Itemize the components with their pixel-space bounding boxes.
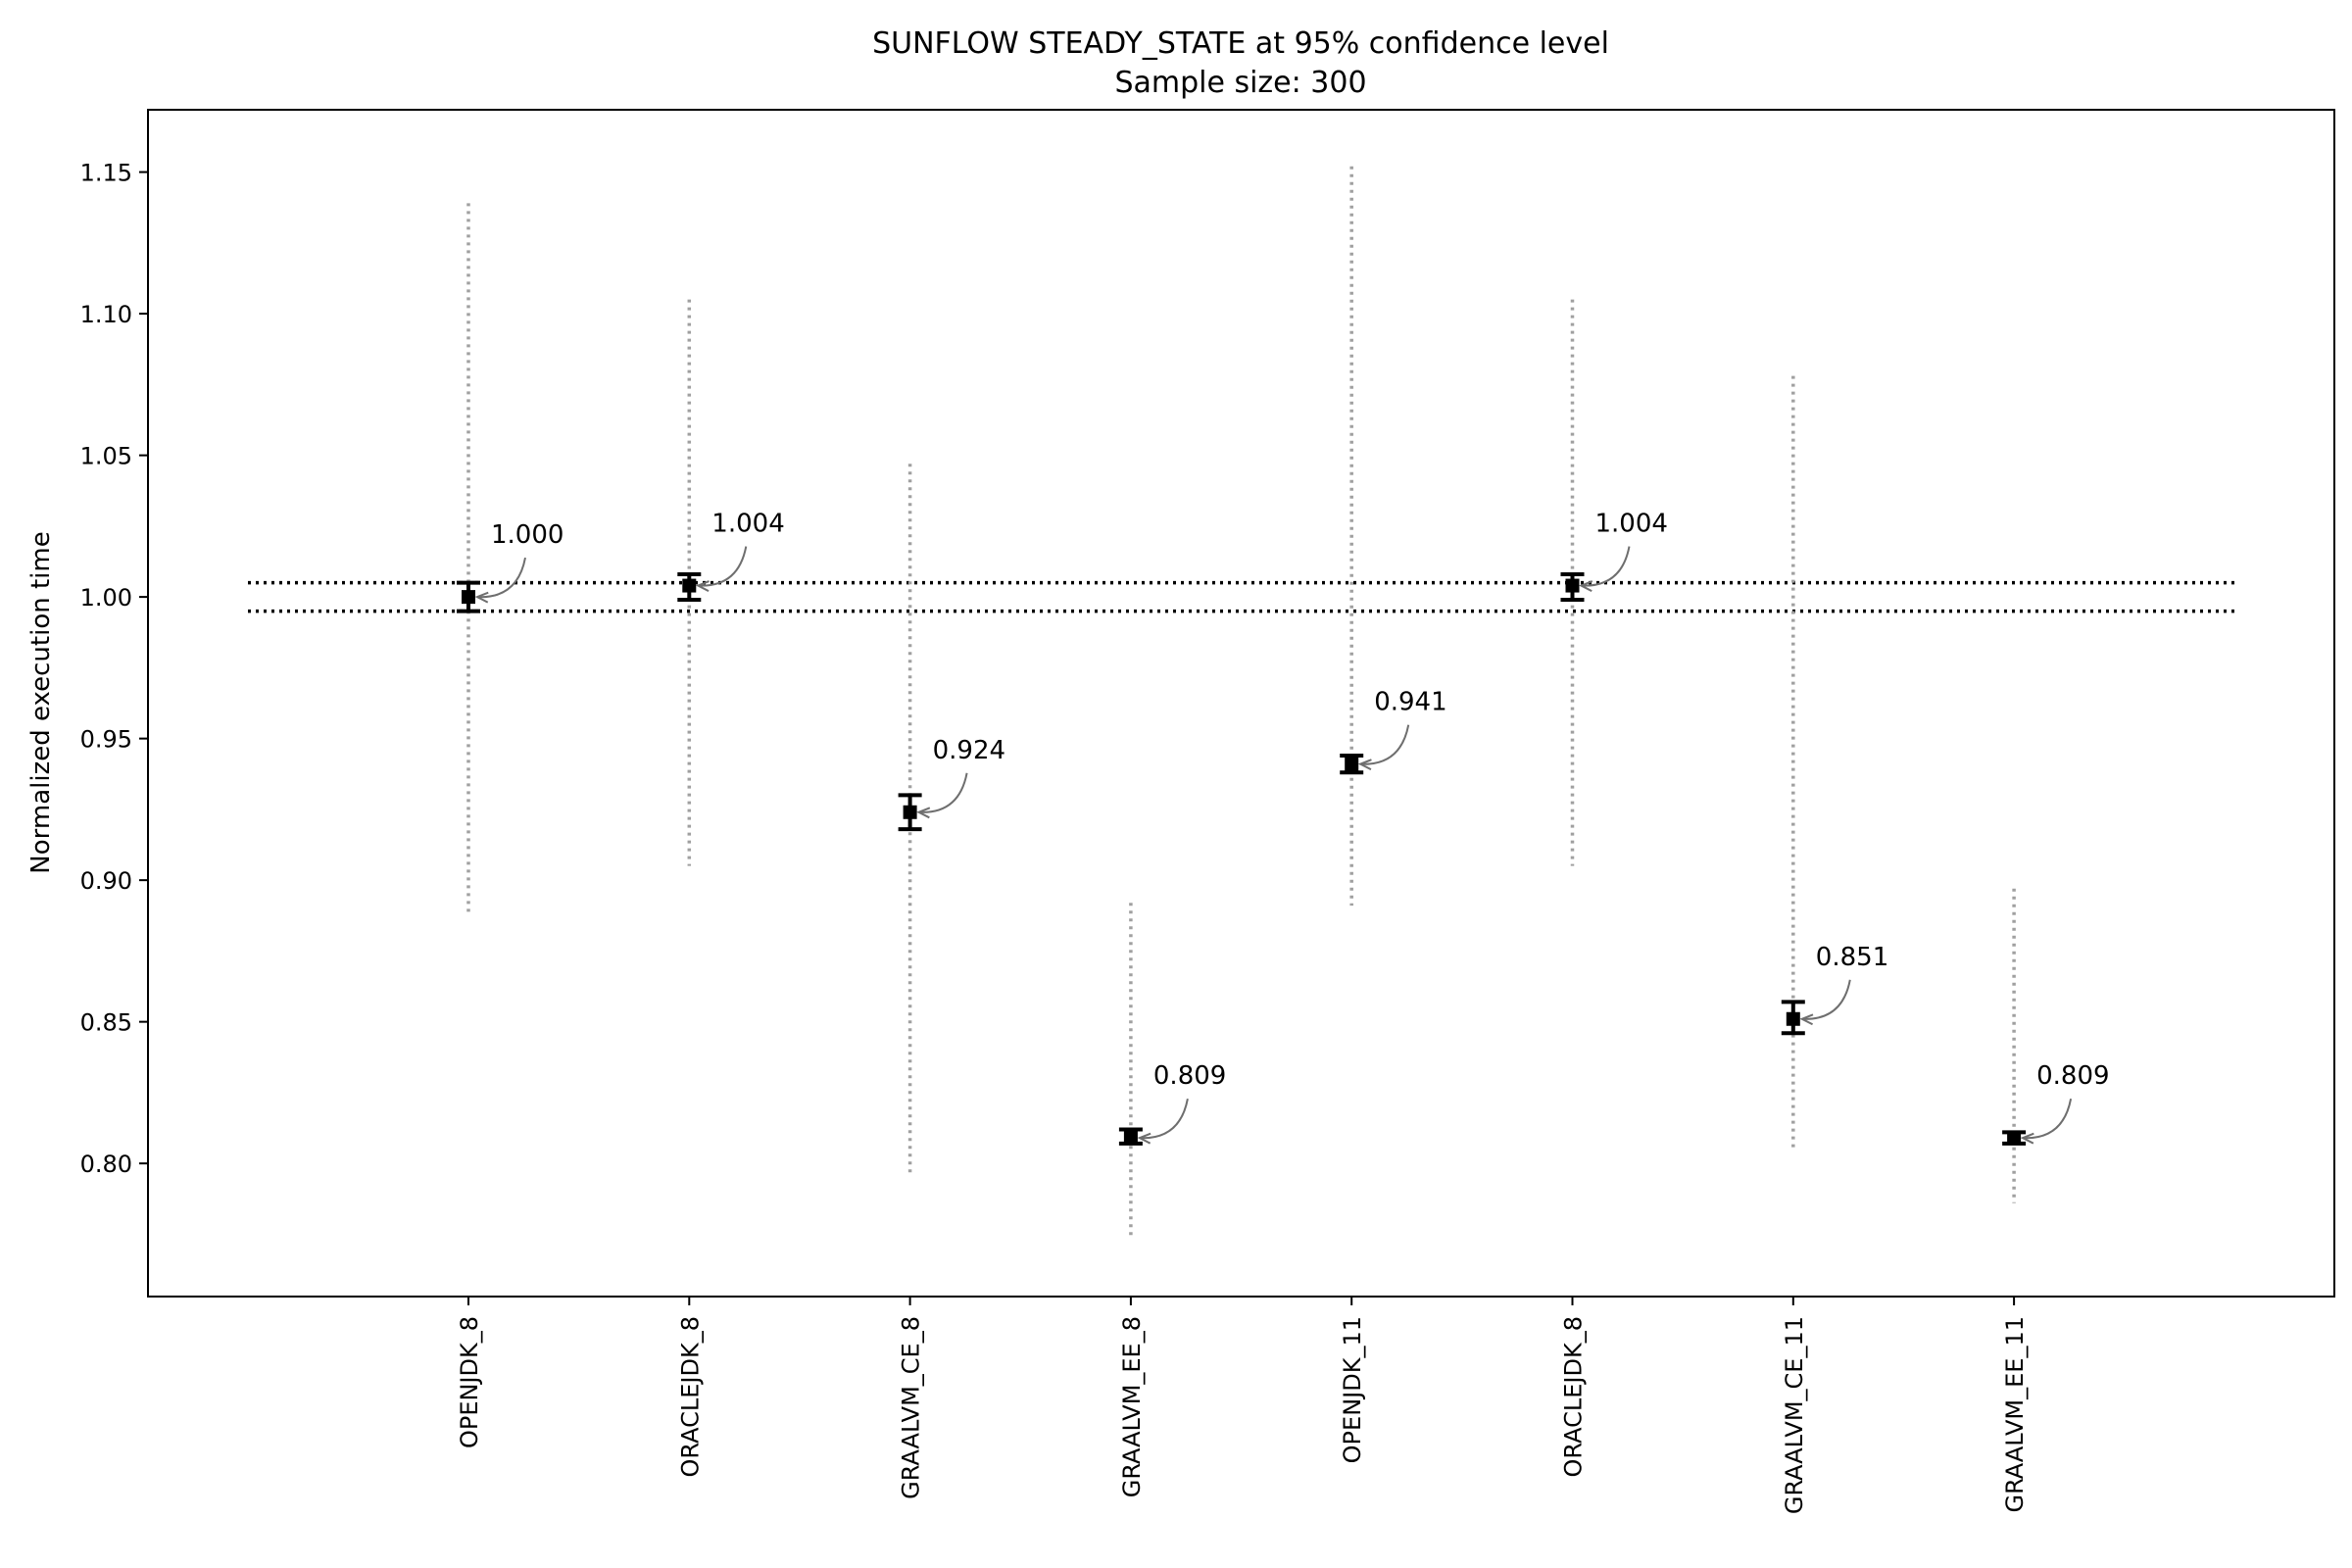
data-label: 0.809 bbox=[2036, 1061, 2109, 1091]
plot-area: 0.80 0.85 0.90 0.95 1.00 1.05 1.10 1.15 OPENJDK_… bbox=[80, 160, 2234, 1514]
x-tick-label: OPENJDK_11 bbox=[1339, 1316, 1366, 1463]
annotation-arrow bbox=[1802, 979, 1851, 1019]
chart-subtitle: Sample size: 300 bbox=[1114, 66, 1366, 100]
y-tick-label: 1.15 bbox=[80, 160, 132, 187]
x-tick-label: ORACLEJDK_8 bbox=[676, 1316, 704, 1477]
y-axis-label: Normalized execution time bbox=[26, 531, 56, 873]
y-tick-label: 0.95 bbox=[80, 726, 132, 754]
data-label: 0.851 bbox=[1816, 943, 1888, 972]
mean-marker bbox=[1123, 1131, 1138, 1146]
x-tick-label: GRAALVM_EE_11 bbox=[2001, 1316, 2029, 1513]
mean-marker bbox=[682, 578, 697, 593]
data-label: 0.924 bbox=[933, 736, 1005, 765]
mean-marker bbox=[2007, 1131, 2022, 1146]
data-label: 1.004 bbox=[711, 510, 784, 539]
annotation-arrow bbox=[1582, 546, 1631, 586]
chart-title: SUNFLOW STEADY_STATE at 95% confidence l… bbox=[872, 26, 1609, 61]
mean-marker bbox=[1786, 1011, 1800, 1026]
annotation-arrow bbox=[919, 772, 968, 812]
annotation-arrow bbox=[1140, 1098, 1189, 1138]
annotation-arrow bbox=[698, 546, 748, 586]
annotation-arrow bbox=[1360, 724, 1410, 764]
x-tick-label: OPENJDK_8 bbox=[456, 1316, 483, 1448]
x-tick-label: ORACLEJDK_8 bbox=[1560, 1316, 1588, 1477]
x-tick-label: GRAALVM_EE_8 bbox=[1118, 1316, 1146, 1497]
mean-marker bbox=[1345, 757, 1359, 771]
y-tick-label: 1.10 bbox=[80, 301, 132, 328]
mean-marker bbox=[1565, 578, 1580, 593]
y-tick-label: 0.90 bbox=[80, 867, 132, 895]
y-tick-label: 0.85 bbox=[80, 1009, 132, 1037]
data-label: 1.004 bbox=[1595, 510, 1668, 539]
data-label: 0.941 bbox=[1374, 688, 1446, 717]
mean-marker bbox=[462, 590, 475, 605]
data-label: 1.000 bbox=[491, 520, 564, 550]
x-tick-label: GRAALVM_CE_11 bbox=[1781, 1316, 1808, 1514]
plot-frame bbox=[147, 109, 2335, 1298]
mean-marker bbox=[903, 805, 917, 819]
annotation-arrow bbox=[2023, 1098, 2073, 1138]
y-tick-label: 1.05 bbox=[80, 443, 132, 470]
annotation-arrow bbox=[477, 557, 526, 597]
y-tick-label: 0.80 bbox=[80, 1151, 132, 1178]
data-label: 0.809 bbox=[1153, 1061, 1226, 1091]
y-tick-label: 1.00 bbox=[80, 584, 132, 612]
x-tick-label: GRAALVM_CE_8 bbox=[898, 1316, 925, 1499]
